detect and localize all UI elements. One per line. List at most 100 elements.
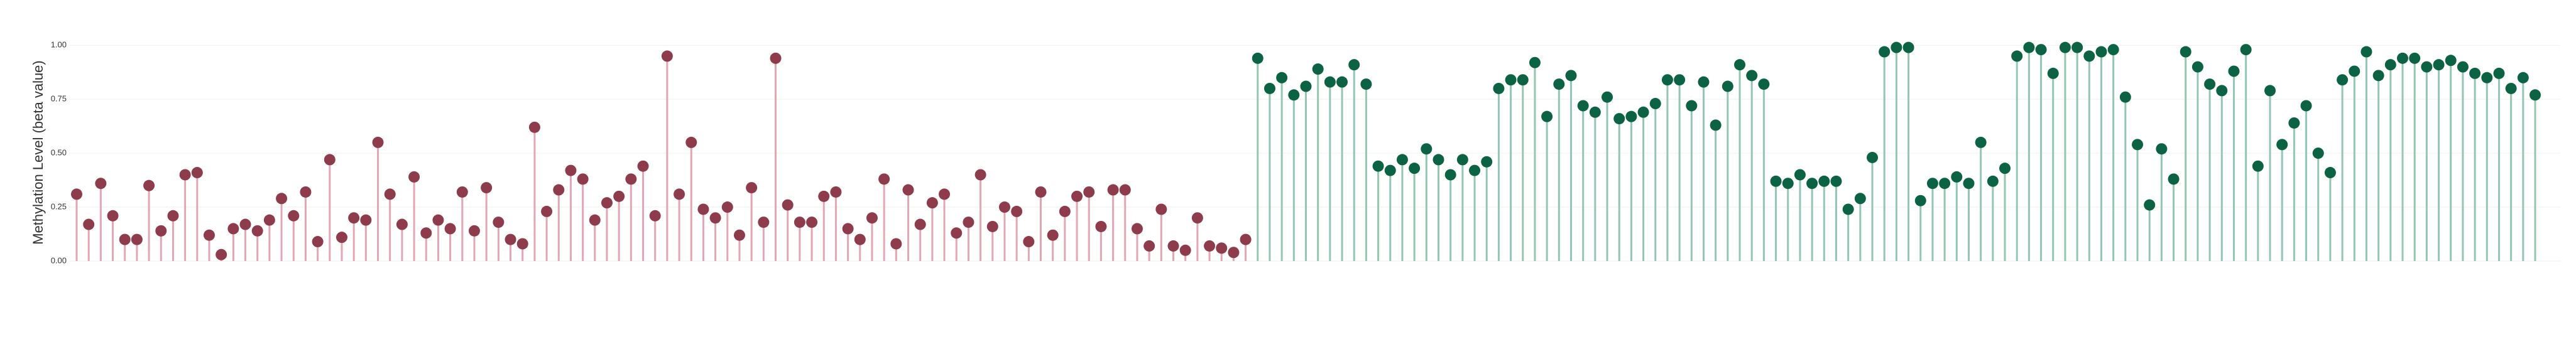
dot [360, 214, 372, 226]
dot [2433, 59, 2445, 71]
dot [1758, 78, 1770, 90]
dot [348, 212, 360, 224]
dot [1867, 151, 1879, 163]
dot [420, 227, 432, 239]
dot [2095, 46, 2107, 58]
dot [2505, 82, 2517, 94]
dot [1854, 193, 1866, 205]
dot [998, 201, 1010, 213]
dot [926, 197, 938, 209]
dot [541, 205, 553, 217]
dot [674, 188, 685, 200]
dot [300, 186, 312, 198]
dot [481, 182, 493, 194]
dot [1384, 164, 1396, 176]
dot [1602, 91, 1613, 103]
dot [806, 217, 818, 228]
dot [1926, 178, 1938, 190]
dot [372, 136, 384, 148]
dot [1625, 110, 1637, 122]
dot [239, 218, 251, 230]
dot [1987, 175, 1999, 187]
dot [2228, 65, 2240, 77]
dot [2023, 41, 2035, 53]
dot [1517, 74, 1529, 86]
dot [986, 220, 998, 232]
dot [2191, 61, 2203, 73]
y-tick-label: 0.50 [51, 148, 67, 158]
dot [794, 217, 805, 228]
dot [1035, 186, 1047, 198]
dot [649, 210, 661, 222]
dot [505, 233, 516, 245]
dot [782, 199, 794, 211]
dot [1312, 63, 1324, 75]
dot [1806, 178, 1818, 190]
dot [1746, 70, 1758, 82]
dot [107, 210, 119, 222]
dot [288, 210, 300, 222]
dot [565, 164, 577, 176]
dot [1191, 212, 1203, 224]
dot [661, 50, 673, 62]
dot [1023, 236, 1035, 248]
dot [1131, 223, 1143, 235]
dot [1541, 110, 1553, 122]
dot [1421, 143, 1433, 155]
dot [408, 171, 420, 183]
dot [589, 214, 601, 226]
y-axis-label: Methylation Level (beta value) [30, 60, 46, 245]
dot [396, 218, 408, 230]
dot [902, 184, 914, 196]
dot [1963, 178, 1975, 190]
dot [1252, 52, 1263, 64]
dot [95, 178, 107, 190]
dot [1493, 82, 1505, 94]
dot [770, 52, 782, 64]
dot [1649, 98, 1661, 110]
dot [866, 212, 878, 224]
dot [1553, 78, 1565, 90]
dot [179, 169, 191, 181]
dot [1565, 70, 1577, 82]
y-tick-label: 0.00 [51, 255, 67, 265]
dot [939, 188, 951, 200]
dot [251, 225, 263, 237]
dot [2276, 139, 2288, 151]
dot [2047, 67, 2059, 79]
dot [2337, 74, 2349, 86]
dot [1914, 195, 1926, 206]
dot [1902, 41, 1914, 53]
dot [1396, 154, 1408, 166]
dot [2445, 55, 2457, 67]
dot [1481, 156, 1493, 168]
dot [2144, 199, 2156, 211]
dot [131, 233, 143, 245]
y-tick-label: 0.75 [51, 94, 67, 104]
dot [613, 190, 625, 202]
dot [167, 210, 179, 222]
dot [1119, 184, 1131, 196]
dot [1939, 178, 1951, 190]
dot [2132, 139, 2144, 151]
dot [2384, 59, 2396, 71]
dot [1167, 240, 1179, 252]
dot [1637, 106, 1649, 118]
dot [203, 229, 215, 241]
dot [2409, 52, 2421, 64]
dot [456, 186, 468, 198]
dot [1891, 41, 1902, 53]
dot [2288, 117, 2300, 129]
dot [1336, 76, 1348, 88]
dot [1372, 160, 1384, 172]
dot [1613, 113, 1625, 125]
dot [1095, 220, 1107, 232]
dot [1433, 154, 1444, 166]
dot [1059, 205, 1071, 217]
dot [1409, 163, 1421, 174]
dot [1975, 136, 1987, 148]
dot [1589, 106, 1601, 118]
dot [830, 186, 842, 198]
dot [83, 218, 95, 230]
dot [1011, 205, 1023, 217]
